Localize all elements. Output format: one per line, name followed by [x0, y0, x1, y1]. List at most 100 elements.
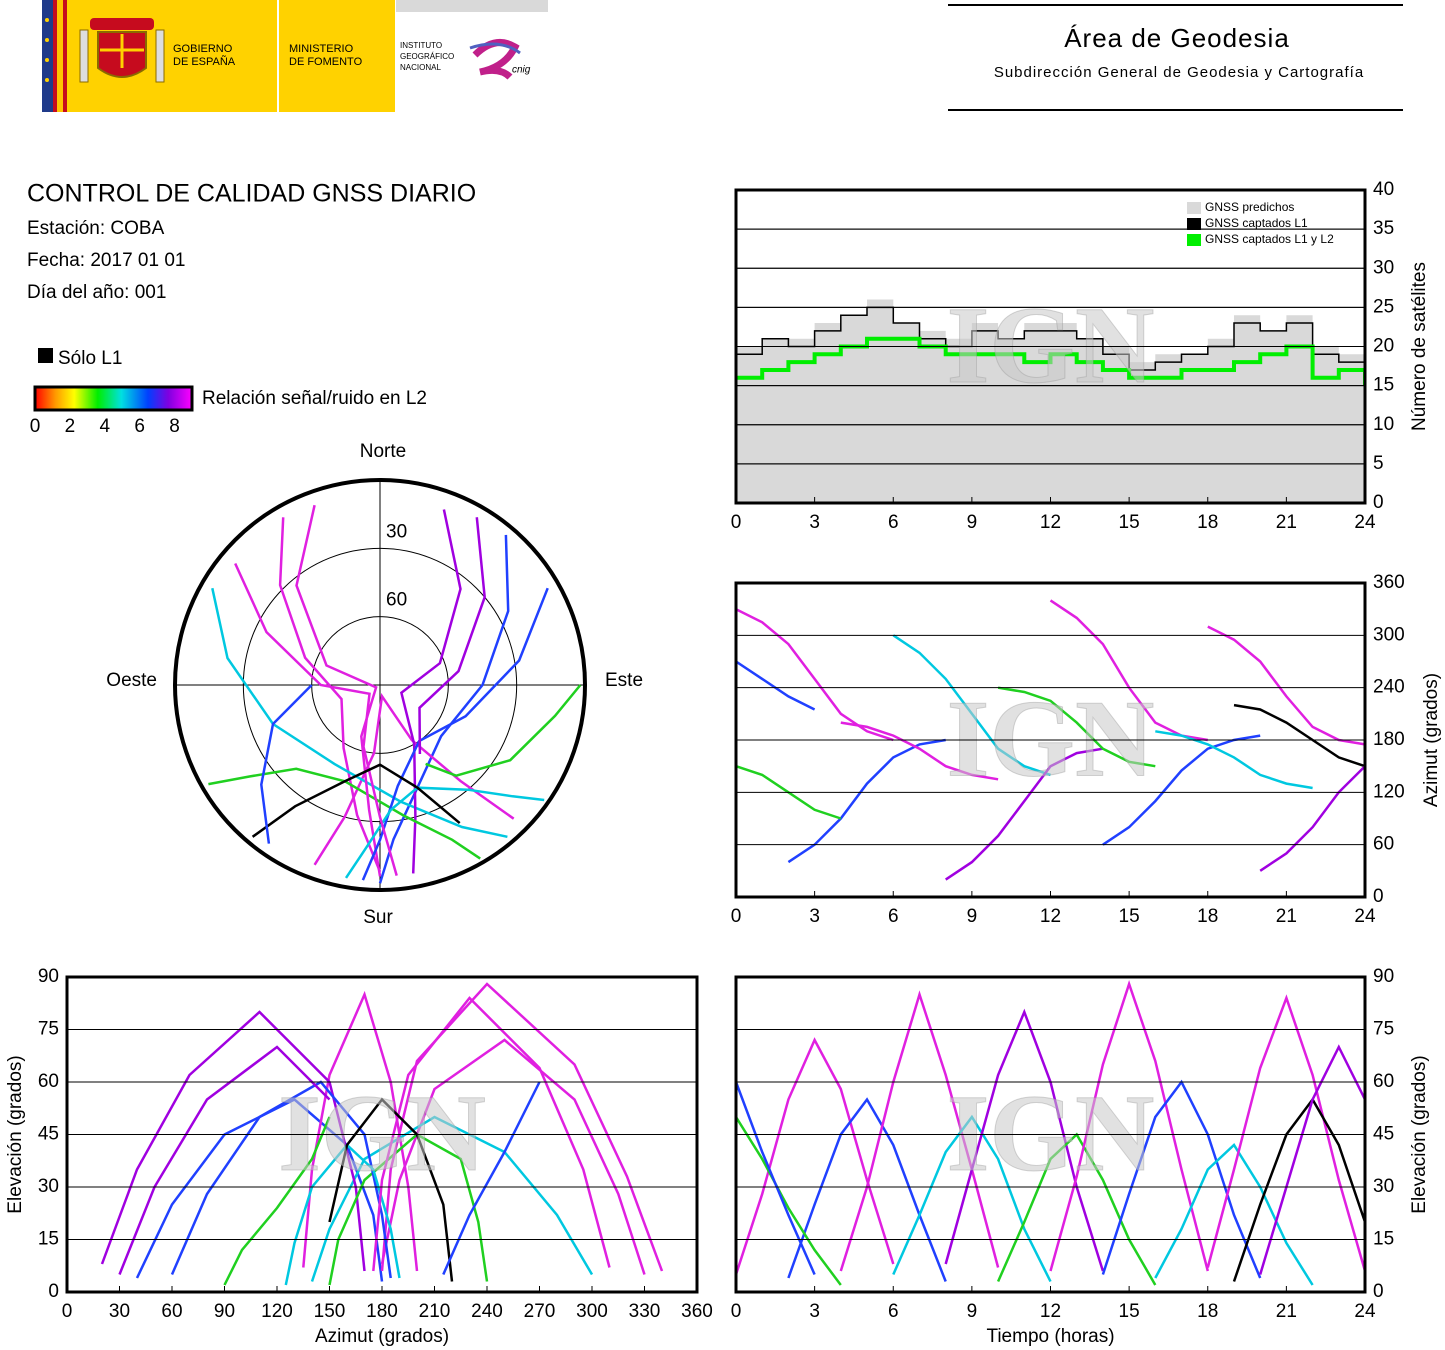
legend-label: GNSS captados L1 [1205, 216, 1308, 230]
track [380, 1038, 646, 1275]
x-axis-label: Azimut (grados) [315, 1326, 449, 1347]
logo-text: GEOGRÁFICO [400, 52, 454, 61]
plot: IGN 0 15 30 45 60 75 90 0 30 60 90 120 150 180 210 240 27… [5, 966, 713, 1347]
logo-text: NACIONAL [400, 63, 441, 72]
plot: IGN 0 60 120 180 240 300 360 0 3 6 9 12 15 18 21 24 Azimu… [731, 572, 1442, 927]
legend-swatch [1187, 202, 1201, 214]
colorbar-tick: 0 [30, 416, 41, 437]
y-tick-label: 90 [38, 966, 59, 987]
track [310, 1115, 594, 1282]
x-tick-label: 24 [1354, 512, 1376, 533]
x-tick-label: 18 [1197, 906, 1218, 927]
colorbar-label: Relación señal/ruido en L2 [202, 388, 427, 409]
x-tick-label: 3 [809, 512, 820, 533]
plot-frame [734, 188, 1367, 505]
track [295, 504, 382, 877]
report-title: CONTROL DE CALIDAD GNSS DIARIO [27, 180, 476, 208]
track [1233, 703, 1365, 768]
y-axis-label: Elevación (grados) [5, 1055, 26, 1213]
ring-label: 60 [386, 590, 407, 611]
x-tick-label: 21 [1276, 1301, 1297, 1322]
ring [242, 547, 518, 823]
track [997, 686, 1156, 768]
track [442, 1081, 541, 1276]
x-tick-label: 9 [967, 512, 978, 533]
track [1154, 1143, 1314, 1286]
x-tick-label: 3 [809, 906, 820, 927]
plot-frame [734, 975, 1367, 1294]
y-tick-label: 15 [38, 1229, 59, 1250]
y-axis-label: Azimut (grados) [1421, 673, 1442, 807]
watermark: IGN [947, 1072, 1155, 1194]
x-tick-label: 0 [731, 512, 742, 533]
report-line: Fecha: 2017 01 01 [27, 250, 185, 271]
track [892, 1114, 1052, 1283]
l1-swatch [38, 348, 53, 363]
legend-label: GNSS captados L1 y L2 [1205, 232, 1334, 246]
plot: IGN 0 5 10 15 20 25 30 35 40 0 3 6 9 12 15 18 21 24 Número … [731, 179, 1430, 533]
track [328, 1097, 454, 1282]
track [736, 660, 816, 711]
track [260, 684, 313, 844]
x-tick-label: 15 [1119, 1301, 1140, 1322]
x-tick-label: 30 [109, 1301, 130, 1322]
x-tick-label: 24 [1354, 906, 1376, 927]
y-tick-label: 5 [1373, 453, 1384, 474]
y-tick-label: 360 [1373, 572, 1405, 593]
area-title: Área de Geodesia [1064, 23, 1290, 53]
x-tick-label: 6 [888, 512, 899, 533]
y-tick-label: 30 [38, 1176, 59, 1197]
x-tick-label: 300 [576, 1301, 608, 1322]
header-logo [42, 0, 548, 112]
step-line [736, 306, 1365, 378]
legend-swatch [1187, 234, 1201, 246]
track [892, 634, 1051, 777]
x-tick-label: 12 [1040, 906, 1061, 927]
legend-text: Sólo L1 [58, 348, 122, 369]
x-tick-label: 6 [888, 1301, 899, 1322]
track [1049, 980, 1210, 1272]
legend-swatch [1187, 218, 1201, 230]
direction-label: Norte [360, 441, 406, 462]
ring-label: 30 [386, 521, 407, 542]
y-tick-label: 10 [1373, 414, 1394, 435]
track [135, 1098, 384, 1282]
y-tick-label: 30 [1373, 1176, 1394, 1197]
track [234, 562, 398, 876]
x-tick-label: 120 [261, 1301, 293, 1322]
plot-frame [734, 581, 1367, 899]
y-tick-label: 0 [1373, 1281, 1384, 1302]
colorbar [33, 385, 194, 412]
x-tick-label: 15 [1119, 906, 1140, 927]
logo-text: MINISTERIO [289, 43, 354, 55]
y-tick-label: 90 [1373, 966, 1394, 987]
y-tick-label: 0 [48, 1281, 59, 1302]
x-tick-label: 18 [1197, 512, 1218, 533]
track [1259, 765, 1365, 872]
direction-label: Sur [363, 907, 393, 928]
x-tick-label: 24 [1354, 1301, 1376, 1322]
y-tick-label: 35 [1373, 218, 1394, 239]
watermark: IGN [947, 677, 1155, 799]
legend-label: GNSS predichos [1205, 200, 1294, 214]
x-tick-label: 360 [681, 1301, 713, 1322]
track [736, 1081, 816, 1276]
track [380, 982, 664, 1272]
x-tick-label: 12 [1040, 1301, 1061, 1322]
area [736, 299, 1365, 503]
x-tick-label: 330 [629, 1301, 661, 1322]
logo-text: DE FOMENTO [289, 56, 363, 68]
plot: IGN 0 15 30 45 60 75 90 0 3 6 9 12 15 18 21 24 Tiempo (ho… [731, 966, 1430, 1347]
x-tick-label: 21 [1276, 906, 1297, 927]
track [378, 534, 510, 884]
x-tick-label: 0 [731, 906, 742, 927]
x-tick-label: 12 [1040, 512, 1061, 533]
colorbar-tick: 8 [169, 416, 180, 437]
x-tick-label: 60 [161, 1301, 182, 1322]
track [736, 1037, 895, 1275]
track [945, 747, 1104, 881]
track [1259, 1044, 1365, 1275]
x-tick-label: 270 [524, 1301, 556, 1322]
y-tick-label: 0 [1373, 492, 1384, 513]
logo-text: cnig [512, 65, 531, 76]
